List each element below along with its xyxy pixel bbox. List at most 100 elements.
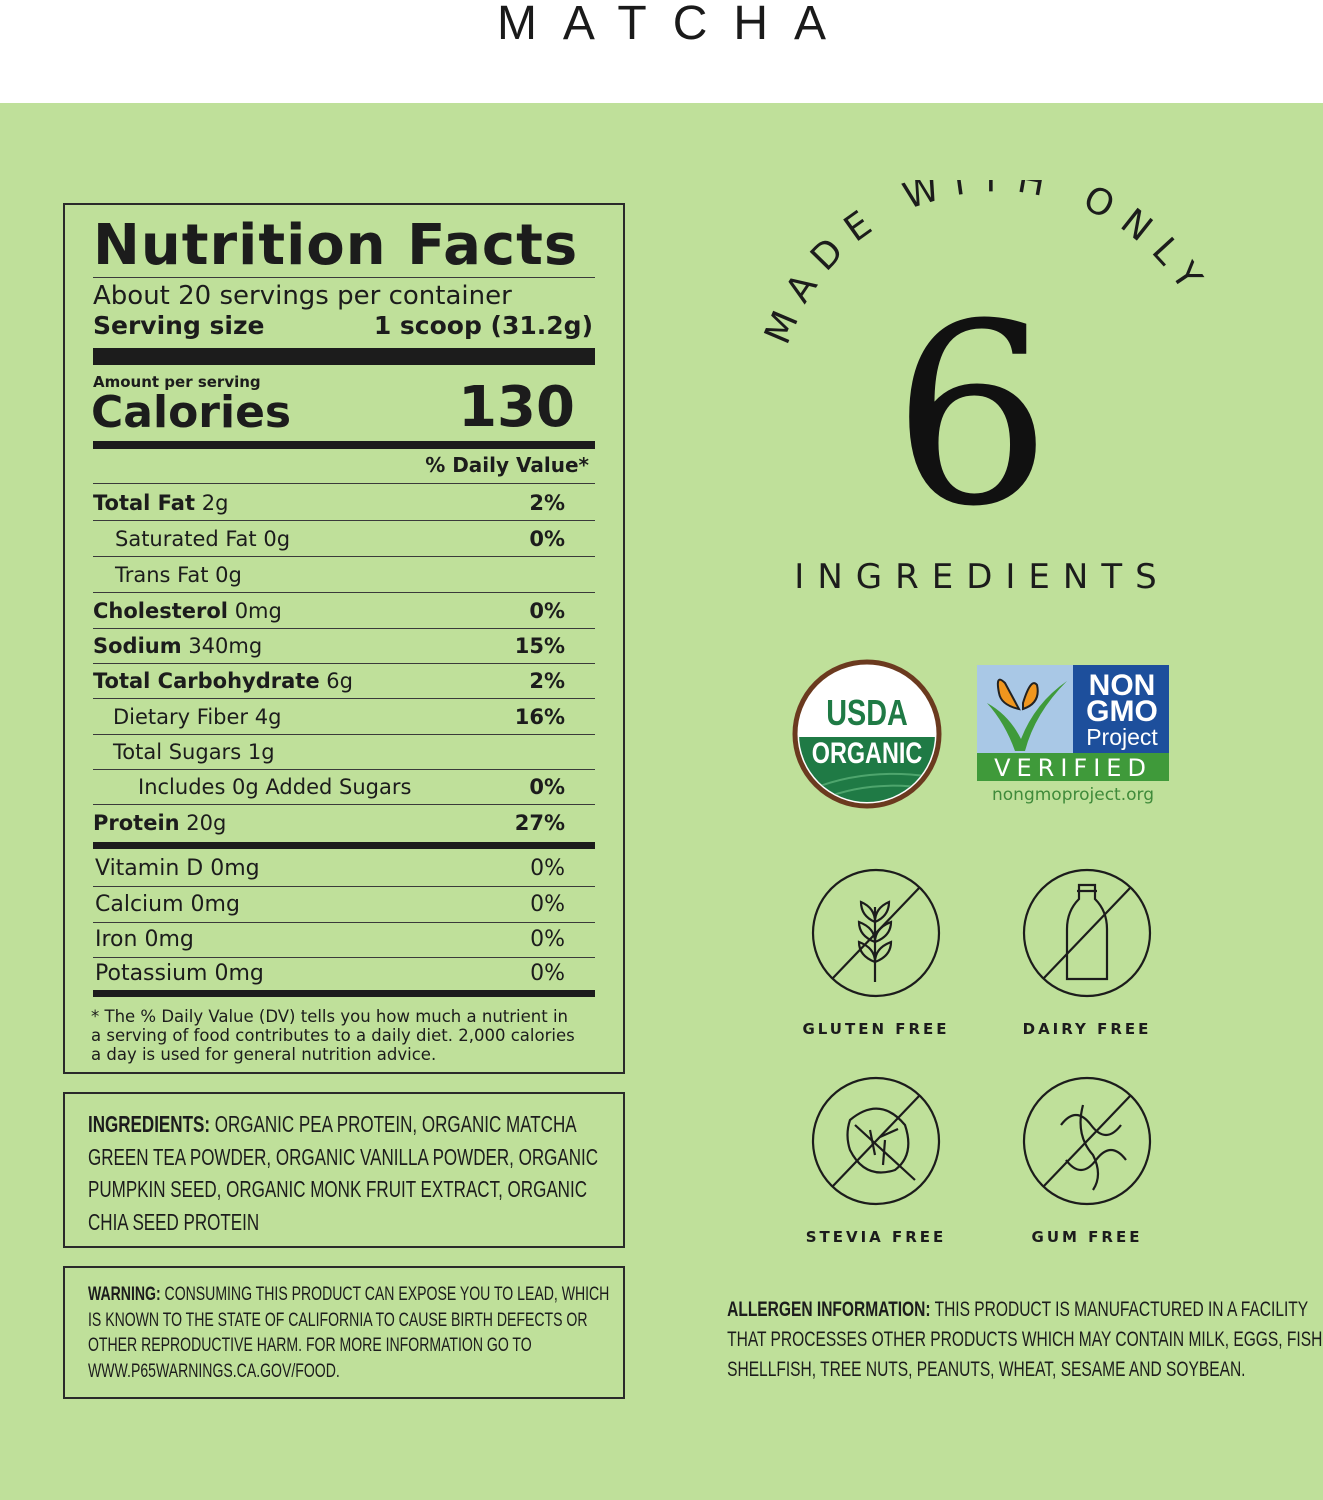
ingredients-line: ORGANIC PEA PROTEIN, ORGANIC MATCHA [209, 1111, 577, 1137]
nutrient-label: Total Carbohydrate 6g [93, 669, 353, 693]
allergen-line: THAT PROCESSES OTHER PRODUCTS WHICH MAY … [727, 1328, 1323, 1351]
nutrient-amount: 20g [186, 811, 227, 835]
nutrient-label: Saturated Fat 0g [93, 527, 290, 551]
warning-line: WWW.P65WARNINGS.CA.GOV/FOOD. [88, 1360, 340, 1382]
amount-per-serving: Amount per serving [93, 373, 261, 391]
ingredients-text: INGREDIENTS: ORGANIC PEA PROTEIN, ORGANI… [88, 1108, 777, 1238]
warning-line: OTHER REPRODUCTIVE HARM. FOR MORE INFORM… [88, 1335, 532, 1356]
footnote: * The % Daily Value (DV) tells you how m… [91, 1007, 575, 1064]
non-text: NON [1089, 669, 1156, 702]
nutrient-daily-value: 27% [514, 811, 565, 835]
calories-value: 130 [458, 375, 575, 440]
nutrient-amount: 1g [247, 740, 275, 764]
vitamin-daily-value: 0% [530, 891, 565, 917]
warning-line: IS KNOWN TO THE STATE OF CALIFORNIA TO C… [88, 1309, 588, 1331]
non-gmo-verified-seal: NON GMO Project VERIFIED nongmoproject.o… [977, 665, 1169, 805]
nutrient-row: Total Carbohydrate 6g 2% [93, 663, 595, 699]
leaf-icon [811, 1076, 941, 1206]
vitamin-name: Vitamin D 0mg [95, 855, 260, 881]
nutrient-amount: 0g [215, 563, 242, 587]
usda-text: USDA [826, 692, 908, 733]
allergen-label: ALLERGEN INFORMATION: [727, 1298, 931, 1321]
daily-value-header: % Daily Value* [425, 453, 589, 477]
servings-per-container: About 20 servings per container [93, 281, 512, 311]
thick-divider [93, 348, 595, 365]
vitamin-row: Potassium 0mg 0% [93, 955, 595, 991]
vitamin-daily-value: 0% [530, 855, 565, 881]
vitamin-daily-value: 0% [530, 960, 565, 986]
warning-line: CONSUMING THIS PRODUCT CAN EXPOSE YOU TO… [160, 1284, 610, 1305]
nutrient-row: Includes 0g Added Sugars 0% [93, 769, 595, 805]
nutrient-amount: 2g [201, 491, 229, 515]
nutrient-label: Includes 0g Added Sugars [93, 775, 411, 799]
nutrition-title: Nutrition Facts [93, 213, 579, 278]
ingredient-count-badge: MADE WITH ONLY 6 INGREDIENTS [757, 180, 1203, 597]
nutrient-label: Total Sugars 1g [93, 740, 275, 764]
nutrient-name: Total Fat [93, 491, 196, 515]
nutrient-name: Sodium [93, 634, 182, 658]
nutrient-name: Dietary Fiber [113, 705, 249, 729]
nutrient-label: Cholesterol 0mg [93, 599, 282, 623]
vitamin-daily-value: 0% [530, 926, 565, 952]
nutrient-row: Total Sugars 1g [93, 734, 595, 770]
free-icon-label: STEVIA FREE [805, 1228, 947, 1246]
nutrient-row: Trans Fat 0g [93, 557, 595, 593]
ingredient-count: 6 [892, 270, 1051, 561]
medium-divider [93, 990, 595, 997]
nutrient-name: Total Sugars [113, 740, 242, 764]
nutrient-name: Total Carbohydrate [93, 669, 320, 693]
warning-label: WARNING: [88, 1284, 161, 1305]
ingredients-line: GREEN TEA POWDER, ORGANIC VANILLA POWDER… [88, 1143, 599, 1170]
ingredients-caption: INGREDIENTS [794, 557, 1169, 597]
vitamin-row: Vitamin D 0mg 0% [93, 850, 595, 886]
nutrient-daily-value: 0% [529, 775, 565, 799]
nutrient-amount: 0g [263, 527, 291, 551]
nutrient-row: Sodium 340mg 15% [93, 628, 595, 664]
nutrient-daily-value: 2% [529, 669, 565, 693]
nutrient-amount: 0mg [234, 599, 282, 623]
free-icon-label: GLUTEN FREE [802, 1020, 950, 1038]
nutrient-row: Cholesterol 0mg 0% [93, 593, 595, 629]
allergen-info: ALLERGEN INFORMATION: THIS PRODUCT IS MA… [640, 1295, 1323, 1385]
nutrient-daily-value: 0% [529, 599, 565, 623]
nutrient-amount: 340mg [188, 634, 263, 658]
allergen-line: THIS PRODUCT IS MANUFACTURED IN A FACILI… [930, 1298, 1309, 1321]
ingredients-label: INGREDIENTS: [88, 1111, 210, 1137]
nutrient-label: Protein 20g [93, 811, 226, 835]
medium-divider [93, 441, 595, 449]
calories-label: Calories [91, 387, 292, 438]
vitamin-name: Calcium 0mg [95, 891, 240, 917]
nutrient-label: Sodium 340mg [93, 634, 262, 658]
nutrient-daily-value: 15% [514, 634, 565, 658]
free-icon-label: GUM FREE [1031, 1228, 1143, 1246]
allergen-line: SHELLFISH, TREE NUTS, PEANUTS, WHEAT, SE… [727, 1358, 1246, 1381]
nutrient-amount: 6g [326, 669, 353, 693]
nutrient-row: Total Fat 2g 2% [93, 485, 595, 521]
vitamin-name: Potassium 0mg [95, 960, 264, 986]
gum-icon [1022, 1076, 1152, 1206]
ingredients-line: CHIA SEED PROTEIN [88, 1208, 260, 1235]
usda-organic-seal: USDA ORGANIC [792, 659, 942, 809]
butterfly-icon [996, 678, 1039, 711]
checkmark-icon [987, 681, 1067, 751]
medium-divider [93, 842, 595, 849]
verified-text: VERIFIED [994, 754, 1152, 782]
nutrient-row: Dietary Fiber 4g 16% [93, 699, 595, 735]
warning-box: WARNING: CONSUMING THIS PRODUCT CAN EXPO… [63, 1266, 625, 1399]
vitamin-row: Iron 0mg 0% [93, 921, 595, 957]
free-icon-label: DAIRY FREE [1022, 1020, 1152, 1038]
nutrient-name: Cholesterol [93, 599, 228, 623]
gmo-text: GMO [1086, 695, 1158, 728]
nutrient-daily-value: 2% [529, 491, 565, 515]
serving-size-value: 1 scoop (31.2g) [373, 311, 593, 340]
nongmo-url: nongmoproject.org [992, 785, 1154, 805]
nutrient-label: Total Fat 2g [93, 491, 228, 515]
nutrient-row: Saturated Fat 0g 0% [93, 521, 595, 557]
wheat-icon [811, 868, 941, 998]
footnote-line: a day is used for general nutrition advi… [91, 1045, 437, 1064]
milk-bottle-icon [1022, 868, 1152, 998]
ingredients-line: PUMPKIN SEED, ORGANIC MONK FRUIT EXTRACT… [88, 1176, 587, 1202]
footnote-line: * The % Daily Value (DV) tells you how m… [91, 1007, 568, 1026]
nutrient-row: Protein 20g 27% [93, 805, 595, 841]
nutrient-name: Saturated Fat [115, 527, 257, 551]
